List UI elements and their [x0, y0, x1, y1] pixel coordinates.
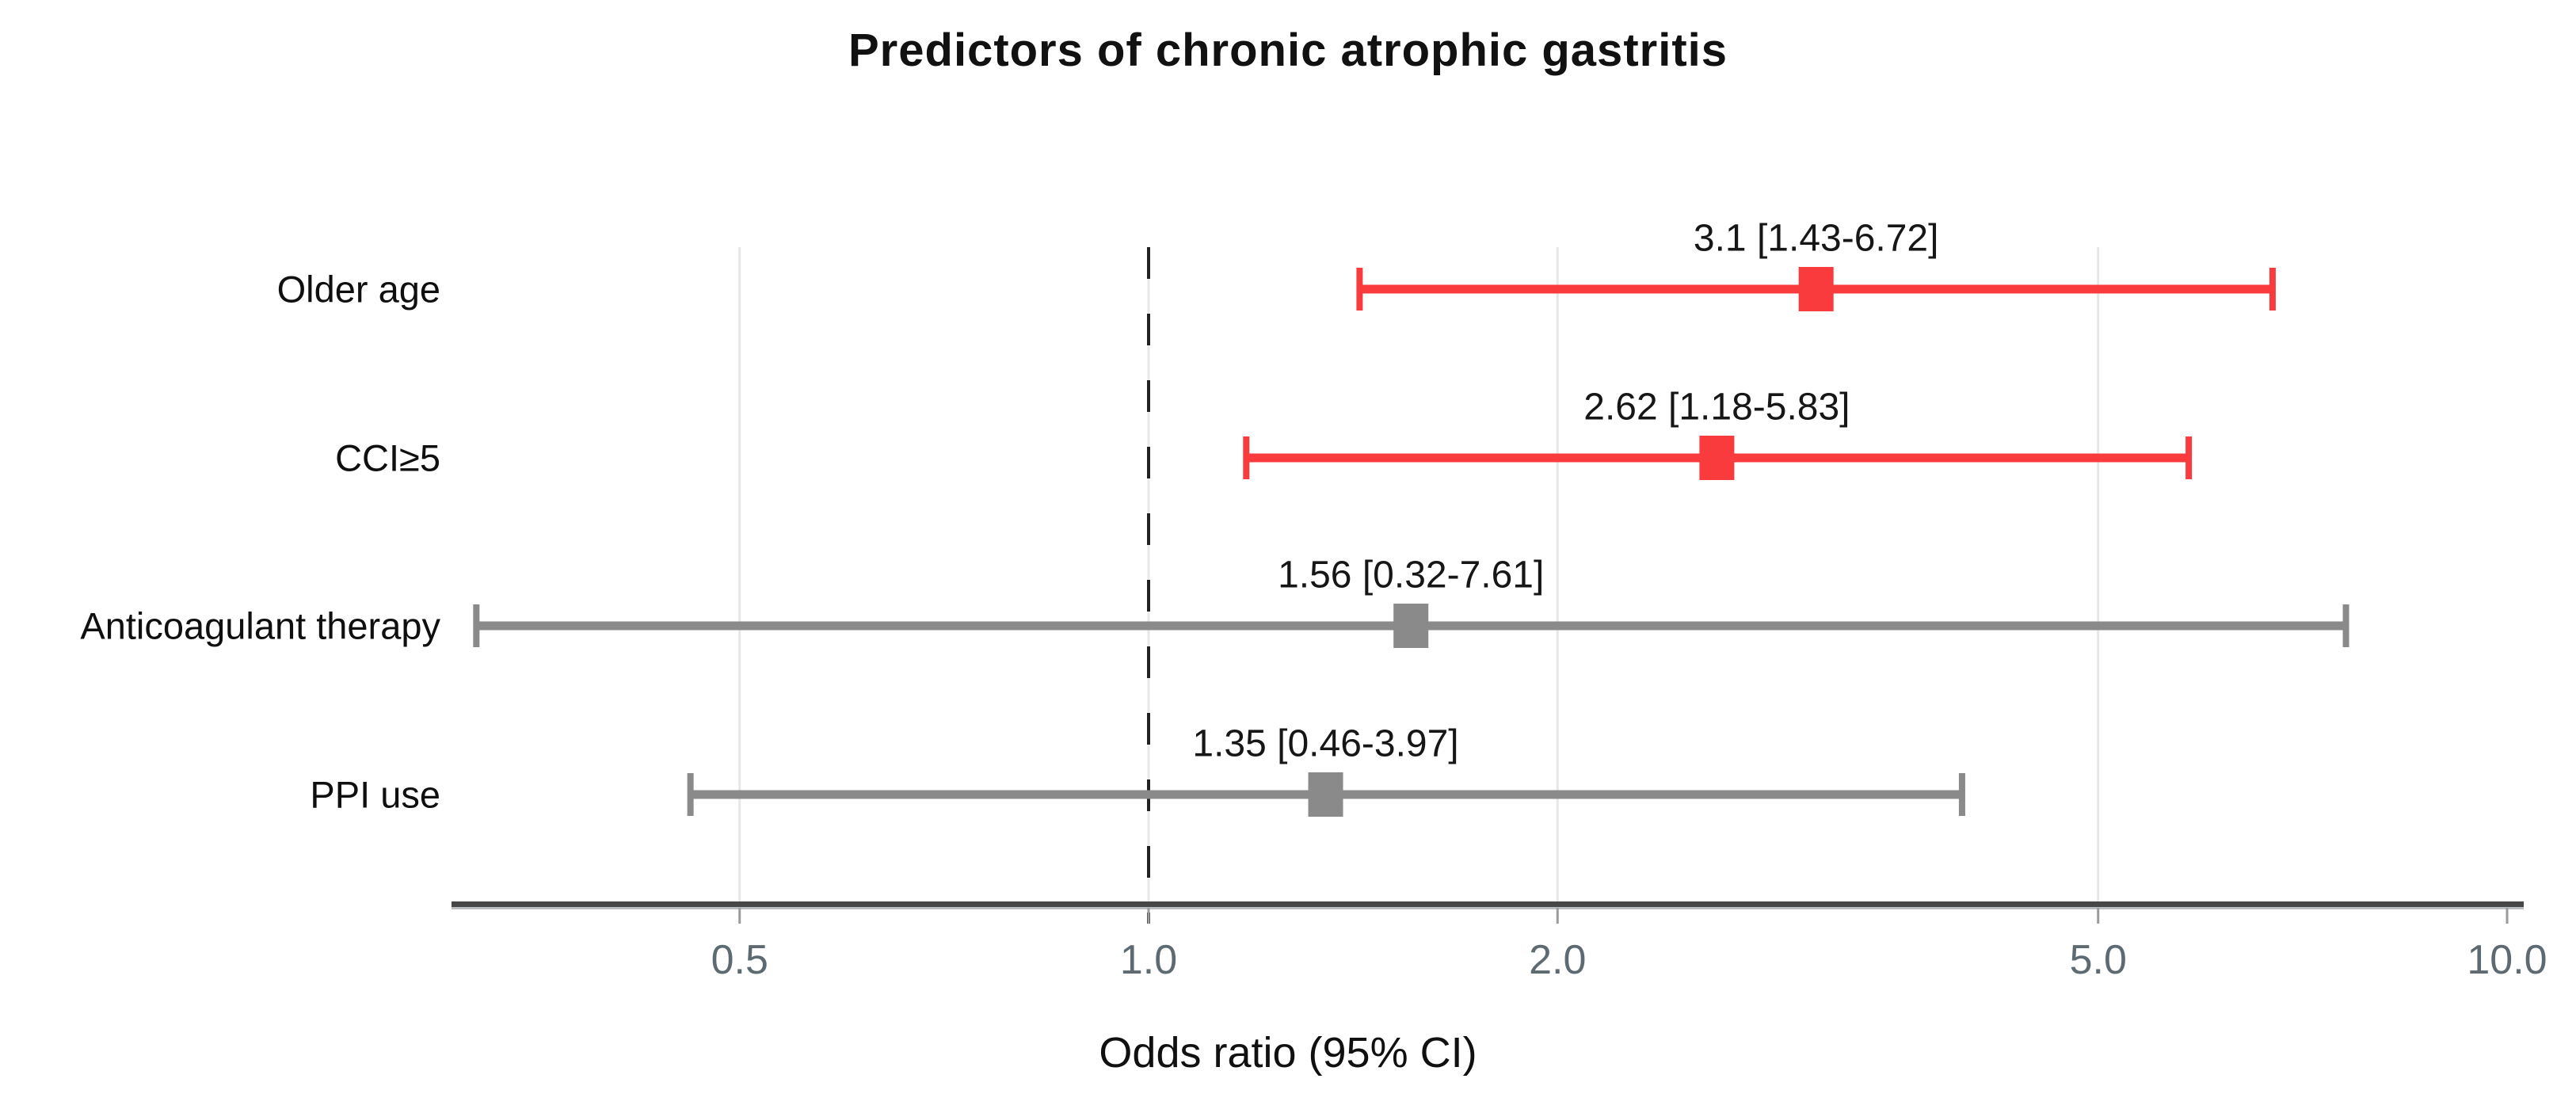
or-marker — [1699, 436, 1735, 480]
x-tick-label: 0.5 — [711, 937, 768, 983]
estimate-annotation: 1.56 [0.32-7.61] — [1278, 554, 1545, 596]
x-axis-title: Odds ratio (95% CI) — [1099, 1029, 1477, 1077]
x-axis-line-shadow — [452, 907, 2524, 909]
row-label-ppi: PPI use — [310, 773, 440, 816]
estimate-annotation: 1.35 [0.46-3.97] — [1192, 722, 1459, 765]
x-tick-label: 2.0 — [1529, 937, 1587, 983]
x-tick-label: 1.0 — [1119, 937, 1178, 983]
row-label-older-age: Older age — [276, 268, 440, 311]
x-tick-label: 10.0 — [2467, 937, 2547, 983]
estimate-annotation: 2.62 [1.18-5.83] — [1583, 386, 1850, 429]
chart-title: Predictors of chronic atrophic gastritis — [848, 25, 1728, 76]
or-marker — [1798, 267, 1834, 311]
row-label-anticoagulant: Anticoagulant therapy — [80, 604, 440, 647]
estimate-annotation: 3.1 [1.43-6.72] — [1693, 217, 1939, 260]
or-marker — [1308, 772, 1343, 817]
row-label-cci: CCI≥5 — [335, 436, 440, 479]
x-tick-label: 5.0 — [2069, 937, 2127, 983]
x-axis-line — [452, 901, 2524, 907]
or-marker — [1393, 604, 1429, 648]
